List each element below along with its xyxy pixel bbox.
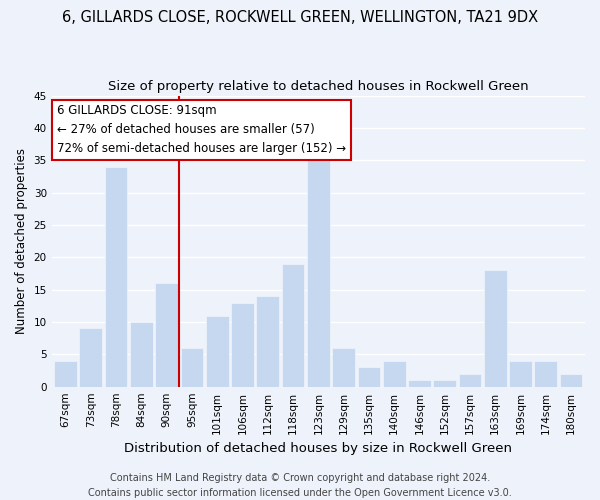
Title: Size of property relative to detached houses in Rockwell Green: Size of property relative to detached ho… (108, 80, 529, 93)
Bar (130, 322, 153, 386)
Bar (458, 374, 481, 386)
Bar (433, 380, 456, 386)
Bar (383, 361, 406, 386)
Bar (358, 368, 380, 386)
Bar (332, 348, 355, 387)
Text: 6 GILLARDS CLOSE: 91sqm
← 27% of detached houses are smaller (57)
72% of semi-de: 6 GILLARDS CLOSE: 91sqm ← 27% of detache… (57, 104, 346, 156)
Bar (206, 316, 229, 386)
Bar (509, 361, 532, 386)
Bar (79, 328, 102, 386)
Bar (155, 283, 178, 387)
Bar (281, 264, 304, 386)
Bar (256, 296, 279, 386)
Bar (105, 166, 127, 386)
Bar (181, 348, 203, 387)
Bar (535, 361, 557, 386)
Bar (484, 270, 506, 386)
Bar (231, 302, 254, 386)
X-axis label: Distribution of detached houses by size in Rockwell Green: Distribution of detached houses by size … (124, 442, 512, 455)
Bar (307, 160, 330, 386)
Bar (408, 380, 431, 386)
Bar (560, 374, 583, 386)
Text: Contains HM Land Registry data © Crown copyright and database right 2024.
Contai: Contains HM Land Registry data © Crown c… (88, 472, 512, 498)
Y-axis label: Number of detached properties: Number of detached properties (15, 148, 28, 334)
Text: 6, GILLARDS CLOSE, ROCKWELL GREEN, WELLINGTON, TA21 9DX: 6, GILLARDS CLOSE, ROCKWELL GREEN, WELLI… (62, 10, 538, 25)
Bar (54, 361, 77, 386)
